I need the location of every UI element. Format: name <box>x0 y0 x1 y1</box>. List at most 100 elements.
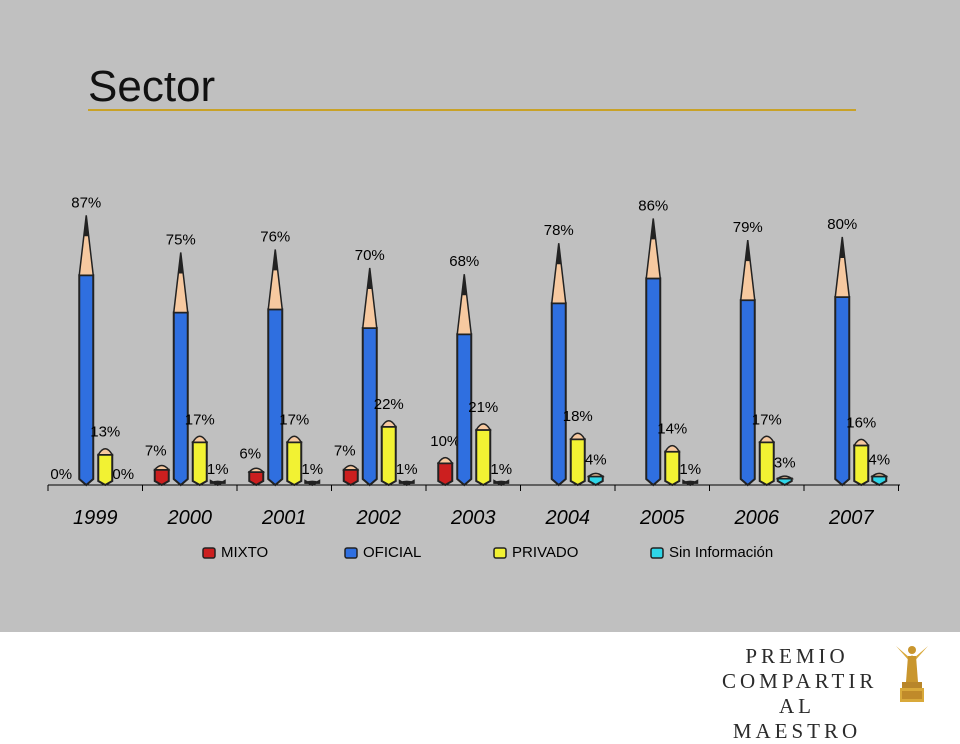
pencil-cap <box>191 435 209 444</box>
data-label: 7% <box>145 442 167 459</box>
pencil-lead <box>461 274 467 296</box>
pencil-cap <box>285 435 303 444</box>
data-label: 1% <box>679 461 701 478</box>
x-tick-label: 1999 <box>73 507 118 529</box>
data-label: 17% <box>279 411 309 428</box>
data-label: 6% <box>239 445 261 462</box>
legend-label: Sin Información <box>669 544 773 561</box>
bar-oficial <box>739 299 756 487</box>
premio-compartir-logo: PREMIO COMPARTIR AL MAESTRO <box>722 644 878 744</box>
bar-mixto <box>437 462 454 487</box>
data-label: 22% <box>374 396 404 413</box>
pencil-wood <box>739 240 756 301</box>
trophy-icon <box>896 646 928 702</box>
legend-label: OFICIAL <box>363 544 421 561</box>
pencil-cap <box>436 456 454 465</box>
data-label: 79% <box>733 219 763 236</box>
data-label: 86% <box>638 197 668 214</box>
title-underline <box>88 109 856 111</box>
data-label: 3% <box>774 455 796 472</box>
data-label: 70% <box>355 247 385 264</box>
pencil-cap <box>474 423 492 431</box>
bar-privado <box>569 438 586 487</box>
pencil-cap <box>153 464 171 471</box>
logo-line-3: AL MAESTRO <box>732 694 862 743</box>
legend-swatch <box>650 547 664 559</box>
bar-sininformacin <box>871 475 888 487</box>
pencil-wood <box>456 274 473 335</box>
data-label: 0% <box>112 466 134 483</box>
data-label: 75% <box>166 232 196 249</box>
pencil-wood <box>78 215 95 277</box>
pencil-bar-chart: 1999 0% 87% 13% 0% 2000 7% 75% 17% 1% 2001 6% 76% 17%… <box>47 194 900 561</box>
pencil-cap <box>852 438 870 447</box>
bar-oficial <box>834 296 851 487</box>
bar-oficial <box>78 274 95 487</box>
data-label: 16% <box>846 414 876 431</box>
page-title: Sector <box>88 62 216 111</box>
logo-line-2: COMPARTIR <box>722 669 878 693</box>
data-label: 17% <box>185 411 215 428</box>
bar-privado <box>286 441 303 487</box>
pencil-cap <box>304 480 320 484</box>
pencil-cap <box>493 480 509 484</box>
pencil-cap <box>870 472 889 478</box>
x-tick-label: 2003 <box>450 507 496 529</box>
legend-swatch <box>344 547 358 559</box>
data-label: 68% <box>449 253 479 270</box>
pencil-cap <box>380 420 398 428</box>
bar-mixto <box>342 468 359 487</box>
data-label: 1% <box>396 461 418 478</box>
bar-privado <box>853 444 870 487</box>
bar-privado <box>97 453 114 487</box>
data-label: 80% <box>827 216 857 233</box>
pencil-wood <box>834 236 851 298</box>
pencil-cap <box>758 435 776 444</box>
pencil-cap <box>96 447 114 456</box>
data-label: 4% <box>868 452 890 469</box>
legend-swatch <box>202 547 216 559</box>
footer <box>0 632 960 720</box>
x-tick-label: 2002 <box>356 507 402 529</box>
data-label: 87% <box>71 194 101 211</box>
data-label: 78% <box>544 222 574 239</box>
bar-mixto <box>153 468 170 487</box>
pencil-wood <box>550 243 567 304</box>
pencil-lead <box>83 215 89 237</box>
pencil-lead <box>272 249 278 271</box>
data-label: 18% <box>563 408 593 425</box>
bar-oficial <box>550 302 567 487</box>
data-label: 13% <box>90 424 120 441</box>
data-label: 1% <box>301 461 323 478</box>
pencil-lead <box>839 237 845 258</box>
data-label: 17% <box>752 411 782 428</box>
bar-sininformacin <box>587 475 604 487</box>
logo-line-1: PREMIO <box>745 644 849 668</box>
legend-swatch <box>493 547 507 559</box>
slide-background <box>0 0 960 632</box>
pencil-cap <box>682 480 698 484</box>
data-label: 0% <box>50 466 72 483</box>
pencil-wood <box>361 267 378 329</box>
bar-privado <box>191 441 208 487</box>
pencil-cap <box>663 444 681 453</box>
data-label: 21% <box>468 399 498 416</box>
data-label: 4% <box>585 452 607 469</box>
x-tick-label: 2007 <box>828 507 874 529</box>
data-label: 1% <box>207 461 229 478</box>
x-tick-label: 2006 <box>734 507 780 529</box>
x-tick-label: 2004 <box>545 507 591 529</box>
pencil-lead <box>556 243 562 265</box>
pencil-wood <box>172 252 189 314</box>
legend-label: PRIVADO <box>512 544 578 561</box>
pencil-lead <box>650 218 656 240</box>
pencil-lead <box>178 252 184 274</box>
x-tick-label: 2001 <box>261 507 307 529</box>
pencil-lead <box>745 240 751 262</box>
bar-privado <box>475 428 492 487</box>
data-label: 7% <box>334 442 356 459</box>
bar-privado <box>758 441 775 487</box>
pencil-cap <box>399 480 415 484</box>
pencil-cap <box>342 464 360 471</box>
pencil-cap <box>775 475 795 480</box>
